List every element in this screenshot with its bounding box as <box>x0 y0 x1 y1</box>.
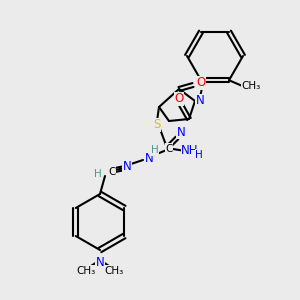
Text: N: N <box>196 94 204 107</box>
Text: H: H <box>195 150 203 160</box>
Text: C: C <box>108 167 116 177</box>
Text: N: N <box>96 256 104 269</box>
Text: N: N <box>123 160 131 172</box>
Text: O: O <box>196 76 206 89</box>
Text: N: N <box>177 125 185 139</box>
Text: O: O <box>174 92 184 106</box>
Text: CH₃: CH₃ <box>104 266 124 276</box>
Text: CH₃: CH₃ <box>242 81 261 91</box>
Text: H: H <box>151 145 159 155</box>
Text: H: H <box>94 169 102 179</box>
Text: N: N <box>145 152 153 164</box>
Text: NH: NH <box>181 143 199 157</box>
Text: S: S <box>153 118 161 131</box>
Text: C: C <box>165 144 173 154</box>
Text: CH₃: CH₃ <box>76 266 96 276</box>
